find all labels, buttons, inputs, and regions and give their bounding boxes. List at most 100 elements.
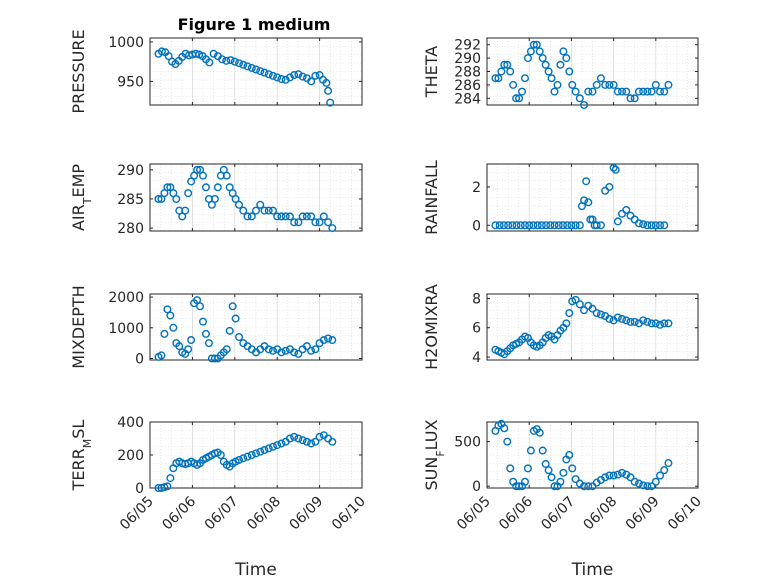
data-point bbox=[556, 477, 565, 486]
data-point bbox=[529, 40, 538, 49]
data-point bbox=[172, 194, 181, 203]
y-tick-label: 0 bbox=[472, 479, 481, 495]
data-point bbox=[558, 221, 567, 230]
data-point bbox=[609, 471, 618, 480]
data-point bbox=[506, 67, 515, 76]
data-point bbox=[302, 212, 311, 221]
data-point bbox=[264, 206, 273, 215]
y-tick-label: 2 bbox=[472, 180, 481, 196]
data-point bbox=[225, 326, 234, 335]
data-point bbox=[526, 47, 535, 56]
data-point bbox=[268, 442, 277, 451]
data-point bbox=[508, 221, 517, 230]
panel-h2omixra: 4 6 8 H2OMIXRA bbox=[422, 284, 699, 370]
y-axis-label: TERRMSL bbox=[69, 420, 94, 492]
data-point bbox=[315, 218, 324, 227]
data-point bbox=[571, 87, 580, 96]
data-point bbox=[319, 336, 328, 345]
data-point bbox=[634, 479, 643, 488]
data-point bbox=[491, 74, 500, 83]
data-point bbox=[163, 183, 172, 192]
data-point bbox=[504, 221, 513, 230]
y-tick-label: 1000 bbox=[108, 35, 144, 51]
y-axis-label: PRESSURE bbox=[69, 29, 88, 113]
data-point bbox=[559, 47, 568, 56]
data-point bbox=[210, 354, 219, 363]
data-point bbox=[302, 437, 311, 446]
data-point bbox=[634, 219, 643, 228]
data-point bbox=[568, 80, 577, 89]
data-point bbox=[533, 221, 542, 230]
data-point bbox=[285, 73, 294, 82]
y-axis-label: H2OMIXRA bbox=[422, 284, 441, 370]
y-tick-label: 284 bbox=[454, 91, 481, 107]
y-tick-label: 286 bbox=[454, 78, 481, 94]
data-point bbox=[571, 475, 580, 484]
data-point bbox=[565, 451, 574, 460]
data-point bbox=[201, 183, 210, 192]
data-point bbox=[660, 221, 669, 230]
data-point bbox=[630, 94, 639, 103]
data-point bbox=[239, 206, 248, 215]
data-point bbox=[656, 320, 665, 329]
series-terr_msl bbox=[154, 431, 337, 493]
data-point bbox=[328, 336, 337, 345]
data-point bbox=[184, 189, 193, 198]
data-point bbox=[205, 58, 214, 67]
axes-pressure bbox=[149, 37, 363, 106]
data-point bbox=[605, 182, 614, 191]
data-point bbox=[639, 316, 648, 325]
y-tick-label: 1000 bbox=[108, 321, 144, 337]
panel-rainfall: 0 2 RAINFALL bbox=[422, 160, 699, 235]
data-point bbox=[204, 339, 213, 348]
data-point bbox=[273, 441, 282, 450]
data-point bbox=[571, 221, 580, 230]
data-point bbox=[277, 348, 286, 357]
series-air_temp bbox=[154, 165, 337, 233]
data-point bbox=[500, 424, 509, 433]
data-point bbox=[643, 317, 652, 326]
data-point bbox=[580, 196, 589, 205]
y-axis-label: AIRTEMP bbox=[69, 164, 94, 231]
data-point bbox=[222, 345, 231, 354]
series-h2omixra bbox=[491, 295, 673, 359]
data-point bbox=[559, 468, 568, 477]
data-point bbox=[596, 221, 605, 230]
data-point bbox=[547, 473, 556, 482]
data-point bbox=[175, 342, 184, 351]
data-point bbox=[550, 87, 559, 96]
data-point bbox=[243, 212, 252, 221]
data-point bbox=[613, 313, 622, 322]
y-tick-label: 0 bbox=[472, 218, 481, 234]
data-point bbox=[622, 87, 631, 96]
data-point bbox=[495, 221, 504, 230]
data-point bbox=[618, 468, 627, 477]
data-point bbox=[562, 54, 571, 63]
data-point bbox=[609, 163, 618, 172]
data-point bbox=[260, 68, 269, 77]
data-point bbox=[235, 200, 244, 209]
data-point bbox=[575, 300, 584, 309]
data-point bbox=[281, 75, 290, 84]
data-point bbox=[235, 332, 244, 341]
data-point bbox=[281, 212, 290, 221]
data-point bbox=[290, 218, 299, 227]
data-point bbox=[277, 74, 286, 83]
data-point bbox=[328, 224, 337, 233]
data-point bbox=[647, 482, 656, 491]
data-point bbox=[622, 316, 631, 325]
y-tick-label: 292 bbox=[454, 38, 481, 54]
axes-sun_flux bbox=[486, 421, 699, 489]
data-point bbox=[169, 323, 178, 332]
data-point bbox=[506, 464, 515, 473]
panel-mixdepth: 0 1000 2000 MIXDEPTH bbox=[69, 285, 363, 369]
data-point bbox=[247, 451, 256, 460]
data-point bbox=[664, 319, 673, 328]
data-point bbox=[222, 56, 231, 65]
data-point bbox=[592, 80, 601, 89]
data-point bbox=[268, 206, 277, 215]
data-point bbox=[491, 221, 500, 230]
data-point bbox=[562, 319, 571, 328]
data-point bbox=[497, 67, 506, 76]
data-point bbox=[181, 206, 190, 215]
